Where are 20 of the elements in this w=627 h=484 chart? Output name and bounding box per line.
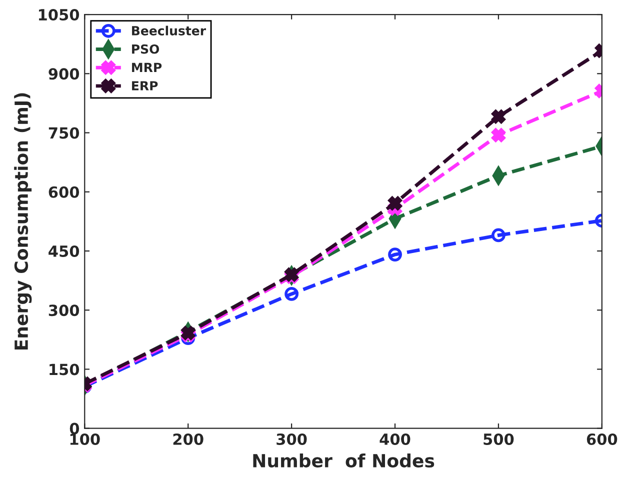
- y-axis-title: Energy Consumption (mJ): [14, 93, 32, 350]
- legend-label: ERP: [132, 81, 158, 90]
- y-tick-label: 1050: [38, 8, 80, 21]
- y-tick-label: 900: [48, 68, 80, 80]
- legend-label: MRP: [132, 62, 162, 72]
- legend-label: Beecluster: [132, 26, 206, 36]
- x-tick-label: 400: [380, 433, 410, 446]
- legend-label: PSO: [132, 44, 160, 54]
- y-tick-label: 0: [70, 422, 80, 434]
- y-tick-label: 300: [48, 304, 80, 316]
- y-tick-label: 450: [48, 245, 80, 258]
- x-tick-label: 300: [276, 433, 307, 446]
- y-tick-label: 600: [48, 186, 80, 198]
- x-tick-label: 100: [70, 433, 100, 446]
- x-tick-label: 600: [586, 433, 618, 446]
- x-tick-label: 500: [484, 433, 514, 446]
- y-tick-label: 750: [48, 127, 80, 139]
- y-tick-label: 150: [50, 364, 80, 376]
- x-axis-title: Number of Nodes: [253, 454, 434, 468]
- x-tick-label: 200: [173, 433, 204, 446]
